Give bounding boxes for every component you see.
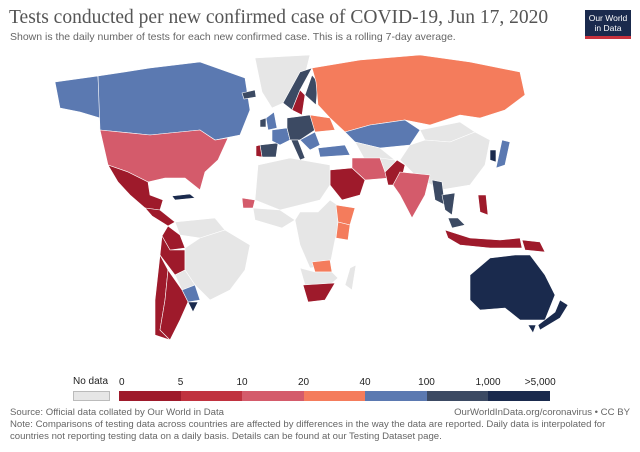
country-uk[interactable]	[265, 111, 278, 131]
country-spain[interactable]	[259, 142, 279, 158]
country-papua-new-guinea[interactable]	[521, 239, 546, 253]
country-south-africa[interactable]	[302, 282, 336, 303]
note-line-2: countries not reporting testing data on …	[10, 431, 442, 442]
country-mexico[interactable]	[107, 164, 164, 211]
url-link[interactable]: OurWorldInData.org/coronavirus • CC BY	[454, 407, 630, 418]
owid-logo[interactable]: Our World in Data	[585, 10, 631, 39]
legend-tick-label: 1,000	[475, 377, 501, 388]
source-text: Source: Official data collated by Our Wo…	[10, 407, 225, 418]
country-italy[interactable]	[290, 139, 306, 161]
legend-swatch-b40_100[interactable]	[365, 391, 427, 401]
country-tasmania[interactable]	[527, 324, 537, 334]
country-korea[interactable]	[489, 149, 497, 163]
country-turkey[interactable]	[317, 144, 351, 158]
legend-swatch-b5_10[interactable]	[180, 391, 242, 401]
country-france[interactable]	[271, 127, 291, 146]
country-norway[interactable]	[282, 67, 313, 111]
country-argentina[interactable]	[159, 269, 189, 341]
country-philippines[interactable]	[477, 194, 489, 216]
country-australia[interactable]	[469, 254, 556, 321]
country-zambia[interactable]	[311, 259, 333, 273]
legend-tick-label: 5	[177, 377, 184, 388]
country-central-america[interactable]	[144, 207, 176, 227]
country-iran[interactable]	[351, 157, 391, 181]
country-cuba[interactable]	[171, 193, 196, 201]
legend-swatch-b100_1000[interactable]	[426, 391, 488, 401]
country-kenya[interactable]	[335, 221, 351, 241]
country-alaska[interactable]	[54, 75, 101, 119]
chart-subtitle: Shown is the daily number of tests for e…	[10, 31, 456, 43]
legend-tick-label: 20	[297, 377, 310, 388]
country-madagascar[interactable]	[344, 264, 357, 291]
legend-tick-label: 0	[119, 377, 125, 388]
country-new-zealand[interactable]	[537, 299, 569, 331]
logo-text: Our World	[588, 13, 628, 23]
country-north-africa[interactable]	[254, 157, 331, 211]
legend-no-data-label: No data	[73, 376, 109, 387]
chart-title: Tests conducted per new confirmed case o…	[9, 7, 549, 28]
legend-swatch-b1000_5000[interactable]	[488, 391, 550, 401]
country-indonesia[interactable]	[444, 229, 523, 249]
country-colombia[interactable]	[161, 225, 186, 251]
country-ukraine[interactable]	[309, 114, 336, 133]
country-malaysia[interactable]	[447, 217, 466, 229]
world-map	[54, 54, 569, 341]
country-russia[interactable]	[311, 54, 526, 133]
country-senegal[interactable]	[241, 197, 256, 209]
country-ireland[interactable]	[259, 117, 267, 128]
legend-swatch-b0_5[interactable]	[119, 391, 181, 401]
country-uruguay[interactable]	[187, 301, 199, 313]
country-japan[interactable]	[495, 139, 511, 169]
legend-tick-label: 40	[359, 377, 371, 388]
legend-no-data-swatch	[73, 391, 110, 401]
legend-tick-label: 10	[236, 377, 248, 388]
note-line-1: Note: Comparisons of testing data across…	[10, 419, 606, 430]
country-west-africa[interactable]	[252, 207, 296, 229]
logo-text: in Data	[594, 22, 622, 33]
legend-swatch-b10_20[interactable]	[242, 391, 304, 401]
legend-swatch-b20_40[interactable]	[303, 391, 365, 401]
country-portugal[interactable]	[255, 144, 263, 158]
country-canada[interactable]	[97, 61, 251, 141]
country-balkans[interactable]	[299, 131, 321, 151]
country-thailand[interactable]	[441, 192, 456, 216]
legend-tick-label: 100	[418, 377, 435, 388]
country-iceland[interactable]	[241, 89, 257, 100]
legend-tick-label: >5,000	[524, 377, 556, 388]
country-india[interactable]	[392, 171, 431, 219]
